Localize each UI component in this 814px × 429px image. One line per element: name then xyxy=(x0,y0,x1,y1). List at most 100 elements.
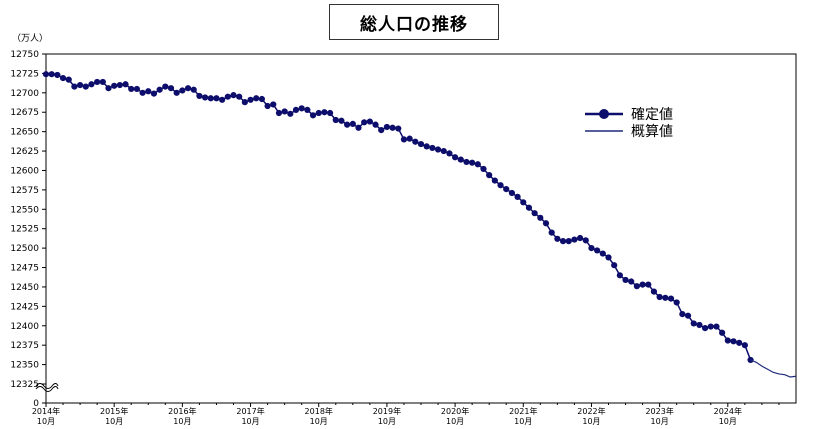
data-point-confirmed xyxy=(309,112,317,119)
data-point-confirmed xyxy=(173,89,180,96)
data-point-confirmed xyxy=(423,143,430,150)
y-axis-unit-label: （万人） xyxy=(12,34,49,44)
y-tick-label: 12725 xyxy=(10,69,39,79)
data-point-confirmed xyxy=(741,342,748,349)
data-point-confirmed xyxy=(662,294,669,301)
data-point-confirmed xyxy=(508,189,516,197)
data-point-confirmed xyxy=(292,106,300,114)
data-point-confirmed xyxy=(434,146,442,153)
x-tick-label-month: 10月 xyxy=(719,417,737,426)
data-point-confirmed xyxy=(111,82,118,89)
data-point-confirmed xyxy=(133,85,141,93)
y-tick-label: 12650 xyxy=(10,128,39,138)
data-point-confirmed xyxy=(673,299,680,306)
data-point-confirmed xyxy=(349,120,356,127)
y-tick-label: 12675 xyxy=(10,108,39,118)
data-point-confirmed xyxy=(76,81,84,89)
data-point-confirmed xyxy=(275,109,283,117)
data-point-confirmed xyxy=(503,186,510,193)
data-point-confirmed xyxy=(480,165,487,173)
data-point-confirmed xyxy=(128,85,135,93)
data-point-confirmed xyxy=(537,214,544,221)
data-point-confirmed xyxy=(429,144,436,152)
x-tick-label-month: 10月 xyxy=(310,417,328,426)
x-tick-label-year: 2019年 xyxy=(373,406,401,416)
data-point-confirmed xyxy=(713,323,720,330)
data-point-confirmed xyxy=(440,147,447,155)
axis-break-wave xyxy=(35,383,59,389)
data-point-confirmed xyxy=(298,105,305,112)
data-point-confirmed xyxy=(82,83,89,90)
data-point-confirmed xyxy=(219,96,226,103)
data-point-confirmed xyxy=(446,150,453,157)
data-point-confirmed xyxy=(679,311,686,318)
data-point-confirmed xyxy=(196,92,203,100)
data-point-confirmed xyxy=(400,136,408,143)
y-tick-label: 12450 xyxy=(10,283,39,293)
data-point-confirmed xyxy=(105,85,112,92)
data-point-confirmed xyxy=(412,138,419,145)
data-point-confirmed xyxy=(59,74,67,82)
data-point-confirmed xyxy=(736,339,743,346)
chart-title-box: 総人口の推移 xyxy=(329,4,499,40)
data-point-confirmed xyxy=(701,324,709,332)
data-point-confirmed xyxy=(167,85,175,92)
data-point-confirmed xyxy=(656,293,663,301)
data-point-confirmed xyxy=(628,278,635,285)
data-point-confirmed xyxy=(116,81,123,89)
data-point-confirmed xyxy=(719,329,726,336)
x-tick-label-year: 2017年 xyxy=(236,406,264,416)
data-point-confirmed xyxy=(162,83,169,90)
x-tick-label-year: 2018年 xyxy=(305,406,333,416)
data-point-confirmed xyxy=(184,85,192,92)
data-point-confirmed xyxy=(594,247,601,254)
data-point-confirmed xyxy=(207,95,214,102)
y-tick-label: 12325 xyxy=(10,380,39,390)
data-point-confirmed xyxy=(542,220,550,227)
data-point-confirmed xyxy=(690,320,697,327)
chart-title: 総人口の推移 xyxy=(360,14,468,35)
data-point-confirmed xyxy=(150,90,158,97)
x-tick-label-month: 10月 xyxy=(651,417,669,426)
x-tick-label-month: 10月 xyxy=(173,417,191,426)
x-tick-label-year: 2016年 xyxy=(168,406,196,416)
x-tick-label-month: 10月 xyxy=(514,417,532,426)
data-point-confirmed xyxy=(576,234,584,242)
x-tick-label-month: 10月 xyxy=(446,417,464,426)
data-point-confirmed xyxy=(565,238,572,245)
y-tick-label: 12525 xyxy=(10,225,39,235)
x-tick-label-month: 10月 xyxy=(37,417,55,426)
x-tick-label-month: 10月 xyxy=(582,417,600,426)
data-point-confirmed xyxy=(491,177,498,184)
data-point-confirmed xyxy=(548,229,555,236)
x-tick-label-month: 10月 xyxy=(105,417,123,426)
data-point-confirmed xyxy=(378,126,385,134)
data-point-confirmed xyxy=(486,172,493,179)
y-tick-label: 12350 xyxy=(10,361,39,371)
data-point-confirmed xyxy=(264,102,271,110)
data-point-confirmed xyxy=(326,109,334,117)
data-point-confirmed xyxy=(588,245,595,252)
plot-frame xyxy=(45,53,797,404)
data-point-confirmed xyxy=(650,288,658,295)
data-point-confirmed xyxy=(355,124,362,131)
data-point-confirmed xyxy=(156,86,163,93)
data-point-confirmed xyxy=(281,108,288,115)
data-point-confirmed xyxy=(287,110,294,117)
data-point-confirmed xyxy=(366,118,373,125)
data-point-confirmed xyxy=(42,71,50,78)
y-tick-label: 12600 xyxy=(10,166,39,176)
x-tick-label-year: 2015年 xyxy=(100,406,128,416)
data-point-confirmed xyxy=(122,81,129,88)
legend-label-estimate: 概算値 xyxy=(631,124,673,140)
data-point-confirmed xyxy=(639,281,646,288)
y-tick-label: 12425 xyxy=(10,302,39,312)
data-point-confirmed xyxy=(451,154,459,161)
data-point-confirmed xyxy=(559,238,567,245)
data-point-confirmed xyxy=(332,116,339,124)
data-point-confirmed xyxy=(525,204,533,211)
data-point-confirmed xyxy=(236,93,243,100)
y-tick-label: 12500 xyxy=(10,244,39,254)
x-tick-label-year: 2014年 xyxy=(32,406,60,416)
